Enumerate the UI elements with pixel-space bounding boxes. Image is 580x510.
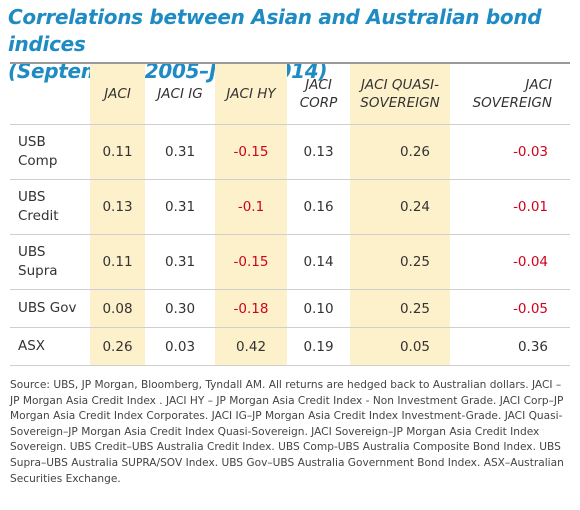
cell: -0.01 — [450, 179, 570, 235]
cell: -0.15 — [215, 234, 287, 290]
header-line: JACI QUASI- — [360, 77, 440, 93]
row-label-line: Comp — [18, 153, 58, 169]
cell: 0.14 — [287, 234, 350, 290]
cell: 0.25 — [350, 289, 450, 328]
cell: 0.11 — [90, 234, 145, 290]
table-body: USB Comp 0.11 0.31 -0.15 0.13 0.26 -0.03 UBS Cred… — [10, 124, 570, 366]
row-label-line: ASX — [18, 338, 46, 354]
title-line: Correlations between Asian and Australia… — [8, 5, 542, 56]
cell: -0.15 — [215, 124, 287, 180]
column-header: JACI CORP — [287, 63, 350, 125]
row-label-line: UBS — [18, 244, 46, 260]
cell: 0.19 — [287, 327, 350, 366]
header-line: JACI — [104, 86, 131, 102]
column-header: JACI QUASI- SOVEREIGN — [350, 63, 450, 125]
row-label: USB Comp — [10, 124, 90, 180]
header-line: JACI IG — [157, 86, 203, 102]
header-line: JACI — [305, 77, 332, 93]
cell: 0.26 — [90, 327, 145, 366]
row-label: UBS Gov — [10, 289, 90, 328]
cell: 0.26 — [350, 124, 450, 180]
table-row: UBS Credit 0.13 0.31 -0.1 0.16 0.24 -0.01 — [10, 179, 570, 235]
cell: -0.03 — [450, 124, 570, 180]
cell: 0.25 — [350, 234, 450, 290]
cell: 0.13 — [287, 124, 350, 180]
row-label-line: USB — [18, 134, 46, 150]
row-label-line: Supra — [18, 263, 58, 279]
row-label: UBS Credit — [10, 179, 90, 235]
cell: -0.18 — [215, 289, 287, 328]
cell: -0.04 — [450, 234, 570, 290]
cell: 0.42 — [215, 327, 287, 366]
cell: 0.08 — [90, 289, 145, 328]
cell: 0.10 — [287, 289, 350, 328]
cell: -0.05 — [450, 289, 570, 328]
header-row: JACI JACI IG JACI HY JACI CORP JACI QUASI- SOV… — [10, 63, 570, 125]
cell: 0.24 — [350, 179, 450, 235]
table-row: USB Comp 0.11 0.31 -0.15 0.13 0.26 -0.03 — [10, 124, 570, 180]
row-label-line: UBS — [18, 189, 46, 205]
column-header — [10, 63, 90, 125]
cell: 0.31 — [145, 179, 215, 235]
header-line: SOVEREIGN — [360, 95, 440, 111]
header-line: JACI HY — [226, 86, 276, 102]
header-line: CORP — [299, 95, 338, 111]
table-row: UBS Gov 0.08 0.30 -0.18 0.10 0.25 -0.05 — [10, 289, 570, 328]
cell: 0.31 — [145, 124, 215, 180]
column-header: JACI IG — [145, 63, 215, 125]
cell: 0.05 — [350, 327, 450, 366]
cell: 0.36 — [450, 327, 570, 366]
column-header: JACI HY — [215, 63, 287, 125]
cell: 0.03 — [145, 327, 215, 366]
cell: 0.11 — [90, 124, 145, 180]
row-label: ASX — [10, 327, 90, 366]
header-line: JACI — [525, 77, 552, 93]
row-label-line: Credit — [18, 208, 59, 224]
table-row: ASX 0.26 0.03 0.42 0.19 0.05 0.36 — [10, 327, 570, 366]
cell: -0.1 — [215, 179, 287, 235]
column-header: JACI SOVEREIGN — [450, 63, 570, 125]
cell: 0.31 — [145, 234, 215, 290]
cell: 0.13 — [90, 179, 145, 235]
table-row: UBS Supra 0.11 0.31 -0.15 0.14 0.25 -0.04 — [10, 234, 570, 290]
cell: 0.16 — [287, 179, 350, 235]
source-note: Source: UBS, JP Morgan, Bloomberg, Tynda… — [10, 379, 564, 485]
header-line: SOVEREIGN — [472, 95, 552, 111]
cell: 0.30 — [145, 289, 215, 328]
column-header: JACI — [90, 63, 145, 125]
row-label: UBS Supra — [10, 234, 90, 290]
row-label-line: UBS Gov — [18, 300, 77, 316]
correlation-table: JACI JACI IG JACI HY JACI CORP JACI QUASI- SOV… — [10, 62, 570, 366]
